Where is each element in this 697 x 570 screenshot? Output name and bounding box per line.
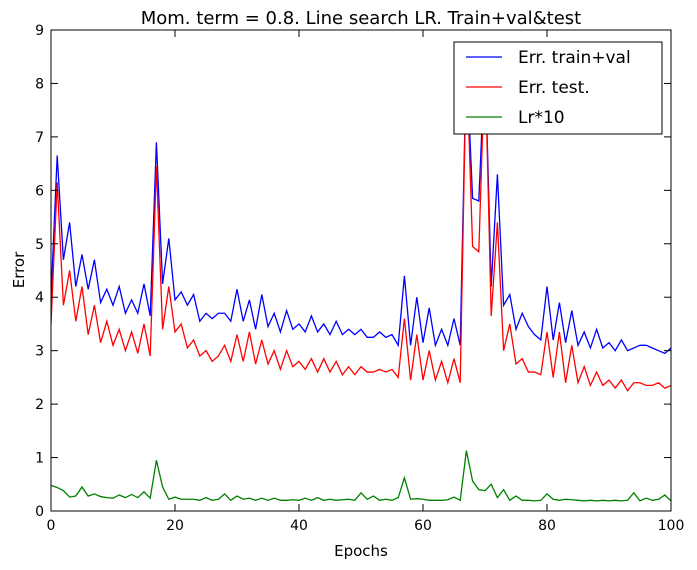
y-tick-label: 1 [35,451,44,467]
x-tick-label: 0 [47,518,56,534]
x-tick-label: 60 [414,518,432,534]
y-tick-label: 8 [35,76,44,92]
legend: Err. train+val Err. test. Lr*10 [453,41,663,135]
series-line-1 [51,56,671,355]
y-tick-label: 0 [35,504,44,520]
legend-label-2: Err. test. [518,78,590,98]
y-tick-label: 3 [35,344,44,360]
y-tick-label: 6 [35,183,44,199]
x-tick-label: 80 [538,518,556,534]
legend-label-3: Lr*10 [518,108,565,128]
x-tick-label: 40 [290,518,308,534]
y-tick-label: 2 [35,397,44,413]
plot-frame [50,29,672,512]
series-line-3 [51,450,671,502]
series-line-2 [51,56,671,392]
x-tick-label: 20 [166,518,184,534]
y-axis-label: Error [10,251,28,288]
x-axis-label: Epochs [334,542,388,560]
legend-label-1: Err. train+val [518,48,631,68]
x-tick-label: 100 [658,518,685,534]
chart-title: Mom. term = 0.8. Line search LR. Train+v… [141,8,582,29]
y-tick-label: 7 [35,130,44,146]
y-tick-label: 9 [35,23,44,39]
y-tick-label: 4 [35,290,44,306]
y-tick-label: 5 [35,237,44,253]
